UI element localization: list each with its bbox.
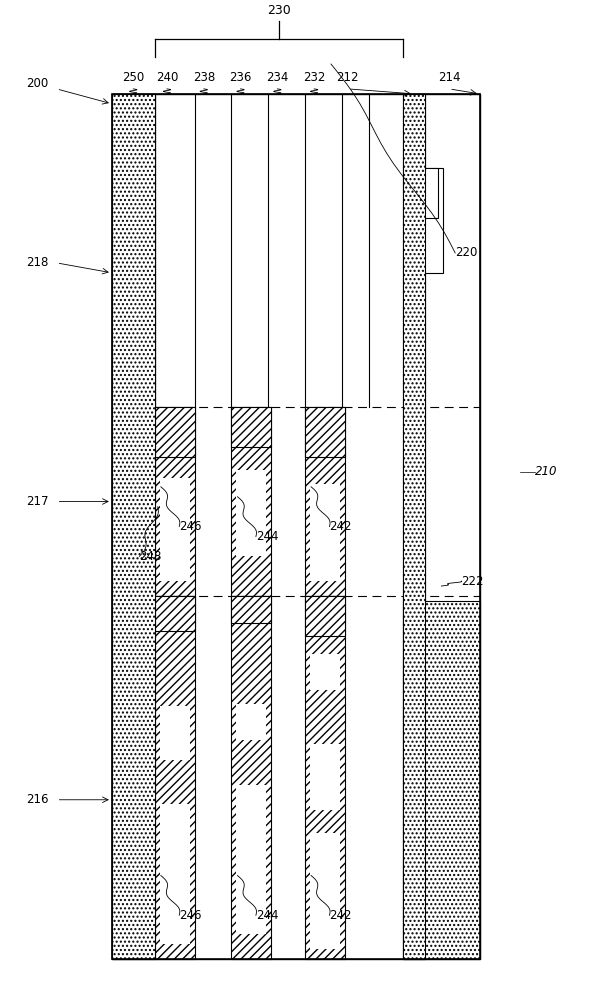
Bar — [111, 94, 155, 959]
Bar — [160, 478, 190, 531]
Text: 246: 246 — [179, 520, 201, 533]
Text: 236: 236 — [229, 71, 252, 84]
Bar — [160, 509, 190, 581]
Bar — [237, 832, 266, 934]
Text: 232: 232 — [303, 71, 325, 84]
Bar — [237, 500, 266, 556]
Text: 248: 248 — [139, 550, 162, 563]
Bar — [305, 596, 345, 959]
Bar — [155, 407, 458, 596]
Text: 230: 230 — [267, 4, 291, 17]
Bar — [232, 407, 271, 447]
Text: 216: 216 — [26, 793, 49, 806]
Text: 250: 250 — [122, 71, 144, 84]
Text: 200: 200 — [26, 77, 48, 90]
Text: 240: 240 — [156, 71, 178, 84]
Bar — [155, 596, 195, 959]
Bar — [403, 94, 424, 959]
Bar — [160, 804, 190, 869]
Bar — [160, 864, 190, 944]
Bar — [305, 596, 345, 636]
Bar — [111, 94, 480, 959]
Text: 238: 238 — [193, 71, 215, 84]
Bar — [111, 94, 480, 959]
Text: 210: 210 — [535, 465, 557, 478]
Text: 242: 242 — [330, 909, 352, 922]
Bar — [237, 704, 266, 740]
Bar — [409, 168, 443, 273]
Bar — [310, 744, 340, 810]
Bar — [155, 407, 195, 457]
Bar — [403, 94, 424, 959]
Text: 244: 244 — [256, 909, 278, 922]
Bar — [413, 168, 438, 218]
Bar — [403, 601, 480, 959]
Bar — [305, 407, 345, 457]
Text: 242: 242 — [330, 520, 352, 533]
Bar — [237, 470, 266, 511]
Bar — [232, 596, 271, 623]
Bar — [310, 833, 340, 949]
Bar — [232, 596, 271, 959]
Text: 222: 222 — [461, 575, 484, 588]
Bar — [155, 596, 195, 631]
Text: 244: 244 — [256, 530, 278, 543]
Bar — [155, 407, 195, 596]
Bar — [310, 502, 340, 581]
Text: 217: 217 — [26, 495, 49, 508]
Text: 234: 234 — [266, 71, 288, 84]
Text: 218: 218 — [26, 256, 48, 269]
Text: 220: 220 — [455, 246, 477, 259]
Bar — [310, 654, 340, 690]
Text: 212: 212 — [336, 71, 359, 84]
Bar — [155, 596, 458, 959]
Bar — [310, 484, 340, 521]
Bar — [111, 94, 155, 959]
Text: 214: 214 — [438, 71, 460, 84]
Bar — [305, 407, 345, 596]
Bar — [232, 407, 271, 596]
Bar — [160, 706, 190, 760]
Bar — [237, 785, 266, 840]
Text: 246: 246 — [179, 909, 201, 922]
